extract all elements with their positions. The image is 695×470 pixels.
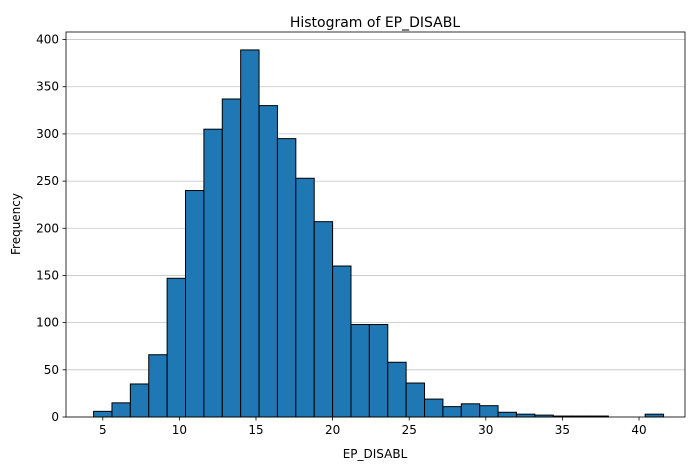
x-tick-label-3: 20 (325, 423, 340, 437)
x-tick-label-2: 15 (248, 423, 263, 437)
histogram-bar-0 (93, 410, 113, 418)
x-tick-label-7: 40 (631, 423, 646, 437)
axes (65, 31, 686, 418)
histogram-bar-4 (166, 277, 187, 418)
chart-title: Histogram of EP_DISABL (290, 15, 461, 31)
histogram-bar-16 (387, 361, 407, 418)
y-tick-label-7: 350 (36, 80, 59, 94)
histogram-bar-8 (240, 49, 260, 418)
x-tick-label-4: 25 (402, 423, 417, 437)
histogram-bar-2 (129, 383, 150, 418)
x-tick-label-0: 5 (99, 423, 107, 437)
histogram-bar-18 (424, 398, 444, 418)
y-tick-label-3: 150 (36, 268, 59, 282)
histogram-bar-9 (258, 105, 278, 418)
y-tick-label-8: 400 (36, 33, 59, 47)
y-tick-label-4: 200 (36, 221, 59, 235)
histogram-bar-30 (644, 413, 665, 418)
histogram-bar-23 (515, 413, 536, 418)
histogram-bar-10 (276, 138, 297, 418)
histogram-bar-6 (203, 128, 223, 418)
histogram-bar-21 (479, 405, 499, 418)
y-tick-label-0: 0 (51, 410, 59, 424)
y-axis-label: Frequency (9, 193, 23, 255)
x-axis-label: EP_DISABL (343, 447, 408, 461)
histogram-bar-5 (185, 190, 205, 418)
histogram-bar-19 (442, 406, 462, 418)
histogram-bar-15 (368, 324, 389, 418)
histogram-bar-13 (332, 265, 352, 418)
y-tick-label-5: 250 (36, 174, 59, 188)
y-tick-label-6: 300 (36, 127, 59, 141)
histogram-bar-12 (313, 221, 334, 418)
y-tick-label-1: 50 (44, 363, 59, 377)
histogram-bar-1 (111, 402, 131, 418)
x-tick-label-1: 10 (172, 423, 187, 437)
plot-frame (65, 31, 686, 418)
histogram-bar-14 (350, 324, 370, 418)
histogram-bar-17 (405, 382, 426, 418)
y-tick-label-2: 100 (36, 316, 59, 330)
x-tick-label-5: 30 (478, 423, 493, 437)
x-tick-label-6: 35 (555, 423, 570, 437)
histogram-bar-3 (148, 354, 168, 418)
histogram-bar-22 (497, 411, 517, 418)
histogram-bar-7 (221, 98, 242, 418)
bars (93, 49, 665, 418)
histogram-bar-11 (295, 177, 315, 418)
histogram-bar-20 (460, 403, 481, 418)
